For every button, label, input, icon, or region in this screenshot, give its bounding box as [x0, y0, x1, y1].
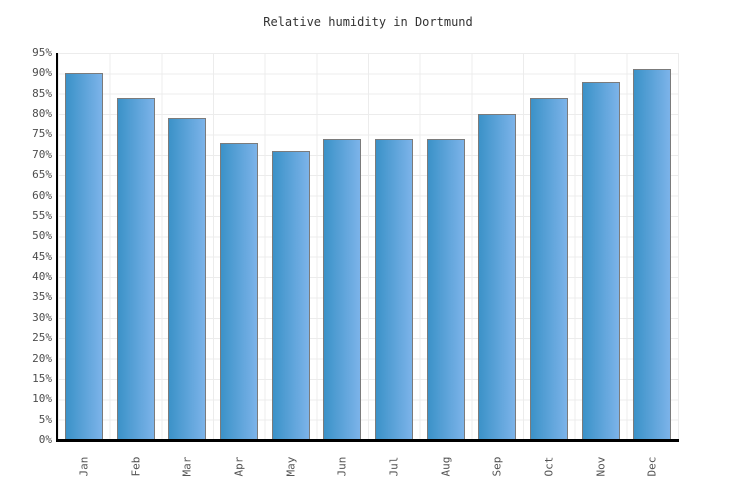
plot-area [58, 53, 679, 440]
bar-sep [478, 114, 517, 440]
y-tick-label-85: 85% [32, 86, 52, 100]
x-tick-label-sep: Sep [490, 456, 504, 477]
bar-mar [168, 118, 207, 440]
x-tick-label-may: May [284, 456, 298, 477]
bar-slot-mar [161, 53, 213, 440]
x-tick-slot-mar: Mar [161, 446, 213, 488]
bar-dec [633, 69, 672, 440]
bar-slot-nov [575, 53, 627, 440]
bar-slot-jun [316, 53, 368, 440]
y-tick-label-45: 45% [32, 249, 52, 263]
y-tick-label-95: 95% [32, 46, 52, 59]
x-tick-label-feb: Feb [129, 456, 142, 477]
y-tick-label-15: 15% [32, 371, 52, 385]
x-tick-slot-oct: Oct [523, 446, 575, 488]
bar-oct [529, 97, 568, 440]
bar-slot-oct [523, 53, 575, 440]
x-tick-slot-sep: Sep [471, 446, 523, 488]
x-tick-slot-may: May [265, 446, 317, 488]
x-tick-slot-nov: Nov [575, 446, 627, 488]
bar-slot-dec [626, 53, 678, 440]
chart-title: Relative humidity in Dortmund [263, 15, 473, 29]
x-tick-label-apr: Apr [232, 456, 246, 477]
bar-slot-apr [213, 53, 265, 440]
x-axis-line [56, 439, 679, 442]
x-tick-label-jul: Jul [387, 456, 401, 477]
y-axis-labels: 95% 90% 85% 80% 75% 70% 65% 60% 55% 50% 45% 40% 35% 3… [0, 0, 52, 500]
x-tick-label-mar: Mar [180, 456, 194, 477]
bars-container [58, 53, 678, 440]
y-tick-label-75: 75% [32, 127, 52, 141]
y-tick-label-60: 60% [32, 188, 52, 202]
y-tick-label-10: 10% [32, 392, 52, 406]
y-tick-label-30: 30% [32, 310, 52, 324]
x-tick-slot-apr: Apr [213, 446, 265, 488]
bar-slot-may [265, 53, 317, 440]
x-tick-label-dec: Dec [645, 456, 659, 477]
x-tick-label-aug: Aug [439, 456, 453, 477]
x-axis-labels: Jan Feb Mar Apr May Jun Jul Aug Sep Oct Nov Dec [58, 446, 678, 488]
y-tick-label-20: 20% [32, 351, 52, 365]
x-tick-slot-jun: Jun [316, 446, 368, 488]
bar-may [271, 150, 310, 440]
x-tick-slot-feb: Feb [110, 446, 162, 488]
bar-jul [374, 138, 413, 440]
bar-jan [64, 73, 103, 440]
bar-jun [323, 138, 362, 440]
x-tick-slot-dec: Dec [626, 446, 678, 488]
bar-nov [581, 81, 620, 440]
y-tick-label-80: 80% [32, 107, 52, 121]
y-tick-label-25: 25% [32, 331, 52, 345]
bar-feb [116, 97, 155, 440]
y-tick-label-65: 65% [32, 168, 52, 182]
x-tick-slot-jul: Jul [368, 446, 420, 488]
y-tick-label-0: 0% [38, 432, 52, 446]
y-tick-label-5: 5% [38, 412, 52, 426]
bar-slot-jul [368, 53, 420, 440]
bar-slot-aug [420, 53, 472, 440]
y-tick-label-40: 40% [32, 270, 52, 284]
y-tick-label-55: 55% [32, 208, 52, 222]
x-tick-label-jan: Jan [77, 456, 91, 477]
y-tick-label-90: 90% [32, 66, 52, 80]
y-axis-line [56, 53, 58, 442]
bar-slot-feb [110, 53, 162, 440]
bar-aug [426, 138, 465, 440]
x-tick-label-jun: Jun [335, 456, 349, 477]
x-tick-label-oct: Oct [542, 456, 556, 477]
y-tick-label-35: 35% [32, 290, 52, 304]
y-tick-label-70: 70% [32, 147, 52, 161]
x-tick-slot-jan: Jan [58, 446, 110, 488]
bar-slot-jan [58, 53, 110, 440]
bar-slot-sep [471, 53, 523, 440]
x-tick-label-nov: Nov [594, 456, 608, 477]
x-tick-slot-aug: Aug [420, 446, 472, 488]
bar-apr [219, 142, 258, 440]
y-tick-label-50: 50% [32, 229, 52, 243]
